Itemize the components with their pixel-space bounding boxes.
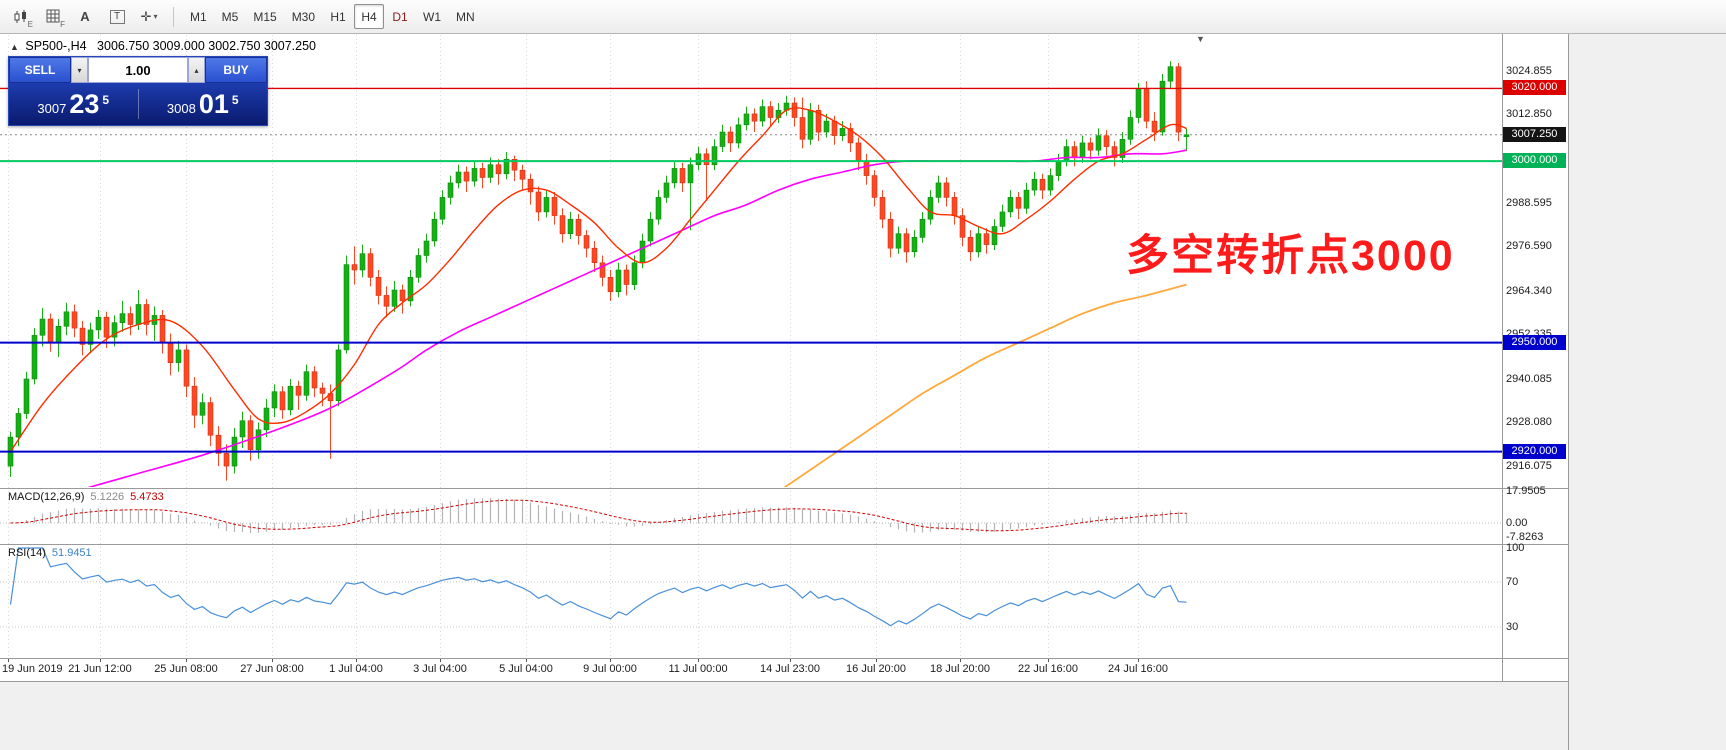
price-divider xyxy=(137,89,139,119)
timeframe-m5[interactable]: M5 xyxy=(215,4,246,29)
timeframe-m15[interactable]: M15 xyxy=(246,4,283,29)
symbol-period-label: SP500-,H4 xyxy=(25,39,87,53)
one-click-trading-panel: SELL ▾ ▴ BUY 3007 23 5 3008 01 5 xyxy=(8,56,268,126)
buy-button[interactable]: BUY xyxy=(205,57,267,83)
crosshair-tool-icon[interactable]: ✛ ▾ xyxy=(140,8,158,24)
timeframe-m30[interactable]: M30 xyxy=(285,4,322,29)
chevron-down-icon: ▾ xyxy=(153,12,158,21)
sell-price-pipette: 5 xyxy=(102,92,110,107)
timeframe-mn[interactable]: MN xyxy=(449,4,482,29)
timeframe-button-group: M1 M5 M15 M30 H1 H4 D1 W1 MN xyxy=(183,4,482,29)
text-label-icon[interactable]: A xyxy=(80,9,90,24)
text-box-icon[interactable]: T xyxy=(102,3,132,30)
collapse-triangle-icon[interactable]: ▲ xyxy=(10,42,19,52)
icon-sub-label: E xyxy=(27,20,33,29)
toolbar-separator xyxy=(173,6,174,27)
candlestick-chart-icon[interactable]: E xyxy=(6,3,36,30)
sell-price-prefix: 3007 xyxy=(37,100,67,116)
timeframe-d1[interactable]: D1 xyxy=(385,4,415,29)
sell-price-main: 23 xyxy=(69,88,100,119)
chart-header: ▲ SP500-,H4 3006.750 3009.000 3002.750 3… xyxy=(10,39,316,53)
rsi-indicator-label: RSI(14) 51.9451 xyxy=(8,547,92,559)
sell-price-quote[interactable]: 3007 23 5 xyxy=(9,88,138,119)
icon-sub-label: F xyxy=(60,20,65,29)
sell-button[interactable]: SELL xyxy=(9,57,71,83)
toolbar: E F A T ✛ ▾ M1 M5 M15 M30 H1 H4 D1 W1 MN xyxy=(0,0,1726,34)
buy-price-pipette: 5 xyxy=(231,92,239,107)
chart-shift-marker-icon[interactable]: ▼ xyxy=(1196,34,1205,44)
chart-text-annotation: 多空转折点3000 xyxy=(1126,232,1455,280)
volume-increase-button[interactable]: ▴ xyxy=(188,57,205,83)
timeframe-w1[interactable]: W1 xyxy=(416,4,448,29)
grid-glyph xyxy=(46,9,59,23)
macd-indicator-label: MACD(12,26,9) 5.1226 5.4733 xyxy=(8,491,164,503)
ohlc-values: 3006.750 3009.000 3002.750 3007.250 xyxy=(97,39,317,53)
grid-chart-icon[interactable]: F xyxy=(38,3,68,30)
buy-price-prefix: 3008 xyxy=(166,100,196,116)
timeframe-h4[interactable]: H4 xyxy=(354,4,385,29)
candlestick-glyph xyxy=(14,9,26,23)
buy-price-main: 01 xyxy=(198,88,229,119)
buy-price-quote[interactable]: 3008 01 5 xyxy=(139,88,268,119)
volume-input[interactable] xyxy=(88,57,188,83)
timeframe-m1[interactable]: M1 xyxy=(183,4,214,29)
timeframe-h1[interactable]: H1 xyxy=(323,4,353,29)
volume-decrease-button[interactable]: ▾ xyxy=(71,57,88,83)
